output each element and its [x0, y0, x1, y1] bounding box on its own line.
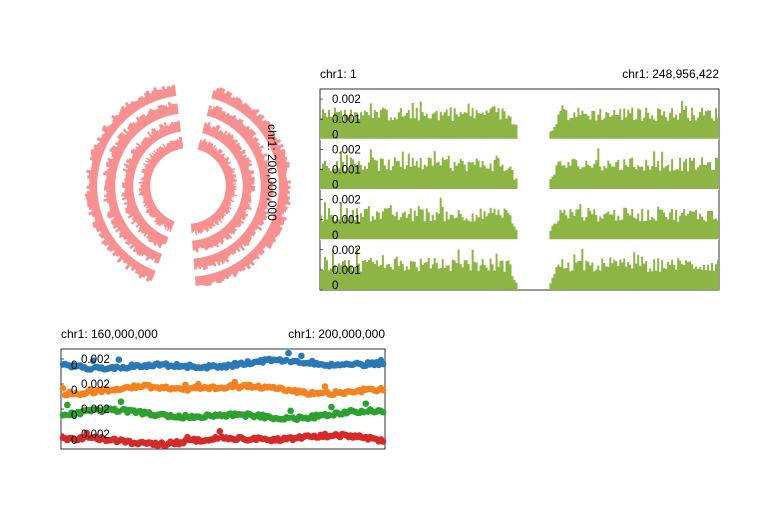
scatter-track-3: 0.002 0 — [59, 398, 387, 423]
scatter-start-label: chr1: 160,000,000 — [61, 327, 158, 341]
y-tick-label: 0.002 — [81, 404, 110, 416]
y-tick-label: 0.002 — [332, 144, 361, 156]
linear-track-bars — [320, 100, 719, 140]
y-tick-label: 0 — [71, 435, 77, 447]
circular-track-3 — [102, 101, 274, 271]
y-tick-label: 0 — [71, 385, 77, 397]
linear-track-bars — [320, 197, 719, 240]
y-tick-label: 0.001 — [332, 265, 361, 277]
scatter-point — [328, 403, 335, 411]
circular-track-bars — [121, 120, 256, 253]
y-tick-label: 0.001 — [332, 215, 361, 227]
circular-track-4 — [84, 84, 291, 287]
y-tick-label: 0.002 — [332, 195, 361, 207]
y-tick-label: 0.001 — [332, 164, 361, 176]
circular-track-1 — [138, 136, 238, 236]
scatter-point — [285, 349, 292, 357]
linear-track-bars — [320, 248, 719, 290]
scatter-point — [379, 408, 387, 416]
scatter-point — [379, 438, 387, 445]
scatter-point — [216, 427, 224, 435]
y-tick-label: 0.002 — [81, 429, 110, 441]
scatter-track-1: 0.002 0 — [59, 349, 387, 373]
scatter-plot-frame — [60, 348, 386, 450]
scatter-point — [115, 356, 123, 364]
y-tick-label: 0.002 — [81, 354, 110, 366]
y-tick-label: 0 — [332, 230, 338, 242]
scatter-point — [117, 398, 125, 406]
scatter-point — [362, 400, 370, 407]
scatter-track-2: 0.002 0 — [59, 378, 387, 399]
y-tick-label: 0.002 — [332, 245, 361, 257]
circular-position-label: chr1: 200,000,000 — [265, 124, 279, 221]
y-tick-label: 0 — [332, 180, 338, 192]
linear-track-4: 0 0.001 0.002 — [320, 239, 719, 292]
circular-track-bars — [84, 84, 291, 287]
scatter-point — [182, 381, 189, 389]
linear-start-label: chr1: 1 — [320, 67, 357, 81]
scatter-point — [59, 384, 67, 392]
circular-track-2 — [121, 120, 256, 253]
y-tick-label: 0 — [332, 280, 338, 292]
scatter-point — [287, 407, 294, 415]
scatter-track-4: 0.002 0 — [59, 427, 387, 449]
y-tick-label: 0.002 — [81, 379, 110, 391]
scatter-plot: 0.002 0 0.002 0 0.002 0 0.002 0 — [59, 348, 387, 450]
scatter-point — [89, 357, 97, 365]
scatter-end-label: chr1: 200,000,000 — [288, 327, 385, 341]
linear-track-1: 0 0.001 0.002 — [320, 94, 719, 141]
scatter-point — [298, 352, 305, 360]
y-tick-label: 0 — [71, 410, 77, 422]
linear-track-3: 0 0.001 0.002 — [320, 189, 719, 242]
scatter-point — [64, 401, 71, 409]
linear-track-2: 0 0.001 0.002 — [320, 138, 719, 192]
y-tick-label: 0.001 — [332, 114, 361, 126]
scatter-point — [379, 360, 387, 368]
linear-end-label: chr1: 248,956,422 — [622, 67, 719, 81]
y-tick-label: 0.002 — [332, 94, 361, 106]
y-tick-label: 0 — [71, 360, 77, 372]
scatter-point — [321, 383, 329, 390]
circular-track-bars — [138, 136, 238, 236]
scatter-point — [379, 386, 387, 394]
linear-track-bars — [320, 148, 719, 190]
circular-plot — [84, 84, 291, 287]
linear-plot: 00.0010.00200.0010.00200.0010.00200.0010… — [319, 88, 720, 292]
y-tick-label: 0 — [332, 129, 338, 141]
circular-track-bars — [102, 101, 274, 271]
